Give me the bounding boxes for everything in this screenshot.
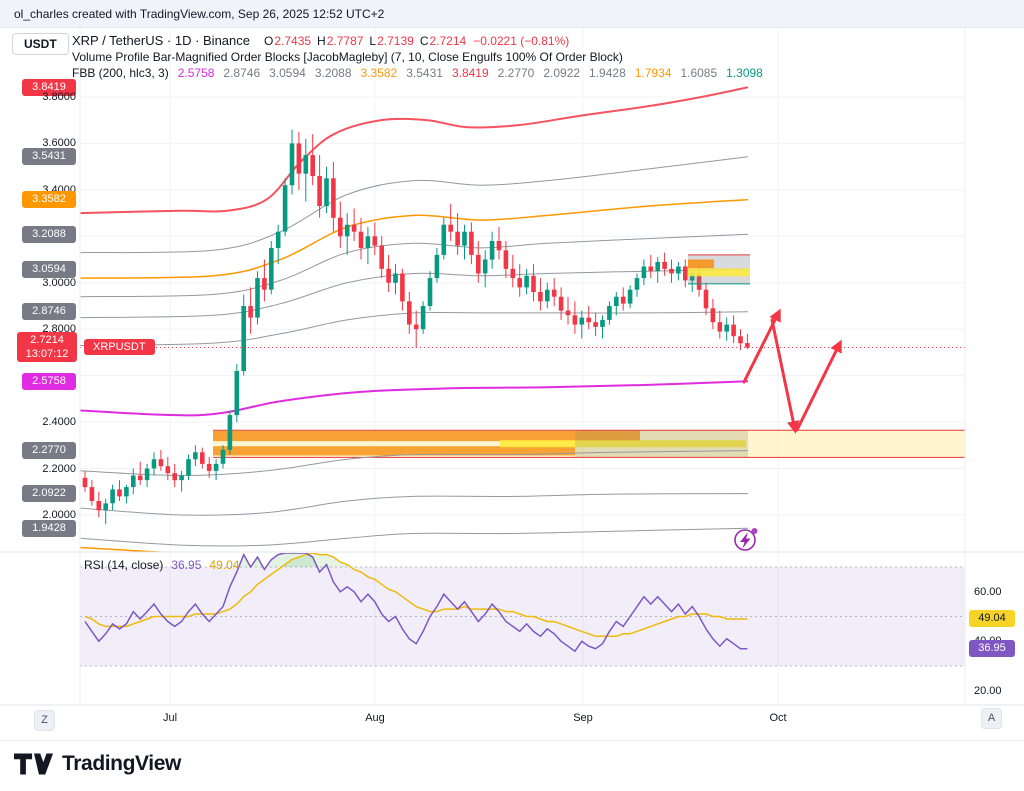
tradingview-logo-icon	[14, 753, 54, 775]
rsi-axis-label: 60.00	[974, 585, 1002, 598]
price-axis-label: 2.2000	[42, 462, 76, 475]
indicator-legend-volume-profile[interactable]: Volume Profile Bar-Magnified Order Block…	[72, 49, 772, 65]
fbb-value: 2.0922	[543, 66, 581, 80]
fbb-value: 1.9428	[589, 66, 626, 80]
price-axis-badge: 2.5758	[22, 372, 76, 390]
fbb-value: 1.3098	[726, 66, 763, 80]
fbb-value: 1.6085	[680, 66, 718, 80]
price-axis-label: 3.8000	[42, 91, 76, 103]
price-axis-label: 3.0000	[42, 276, 76, 289]
fbb-3.3582	[80, 198, 749, 279]
time-axis-label-oct: Oct	[769, 712, 787, 724]
price-axis-badge: 3.5431	[22, 148, 76, 166]
close-value: 2.7214	[429, 34, 467, 48]
price-axis-badge: 3.0594	[22, 260, 76, 278]
price-line-symbol-tag: XRPUSDT	[84, 339, 155, 355]
rsi-axis-badge: 49.04	[969, 610, 1015, 628]
price-axis-badge: 2.2770	[22, 442, 76, 460]
rsi-main-value: 36.95	[171, 558, 202, 572]
low-value: 2.7139	[377, 34, 414, 48]
close-label: C	[419, 34, 429, 48]
fbb-2.5758	[80, 380, 749, 417]
price-axis-badge: 1.9428	[22, 519, 76, 537]
fbb-3.5431	[80, 156, 749, 254]
price-axis-badge: 3.3582	[22, 191, 76, 209]
price-axis-badge: 3.2088	[22, 225, 76, 243]
flash-action-icon[interactable]	[734, 528, 758, 551]
price-axis-label: 2.4000	[42, 416, 76, 429]
fbb-value: 1.7934	[634, 66, 672, 80]
rsi-axis-badge: 36.95	[969, 640, 1015, 658]
corner-hint-a[interactable]: A	[981, 708, 1002, 729]
currency-toggle-button[interactable]: USDT	[12, 33, 69, 55]
fbb-value: 3.8419	[451, 66, 489, 80]
price-axis-badge: 2.8746	[22, 303, 76, 321]
current-price-value: 2.7214	[30, 334, 64, 346]
fbb-3.0594	[80, 268, 749, 319]
fbb-upper-3.8419	[80, 86, 749, 215]
order-block-bar	[213, 446, 575, 456]
time-axis-label-sep: Sep	[573, 712, 593, 724]
rsi-ma-line	[84, 553, 748, 638]
brand-name: TradingView	[62, 752, 181, 775]
fbb-3.2088	[80, 233, 749, 298]
attribution-text: ol_charles created with TradingView.com,…	[14, 7, 385, 21]
symbol-legend-row[interactable]: XRP / TetherUS · 1D · Binance O2.7435 H2.7…	[72, 33, 772, 49]
indicator-legend-fbb[interactable]: FBB (200, hlc3, 3) 2.5758 2.8746 3.0594 3.20…	[72, 65, 772, 81]
tradingview-brand[interactable]: TradingView	[14, 752, 181, 776]
fbb-value: 3.3582	[360, 66, 398, 80]
footer: TradingView	[0, 740, 1024, 791]
fbb-value: 3.2088	[314, 66, 352, 80]
fbb-value: 2.2770	[497, 66, 535, 80]
bar-countdown: 13:07:12	[25, 348, 69, 360]
change-value: −0.0221 (−0.81%)	[473, 34, 570, 48]
rsi-band-zone	[80, 567, 965, 666]
fbb-value: 2.5758	[177, 66, 215, 80]
corner-hint-z[interactable]: Z	[34, 710, 55, 731]
fbb-2.8746	[80, 311, 749, 346]
time-axis-label-aug: Aug	[365, 712, 385, 724]
order-block-bar	[575, 430, 748, 458]
fbb-value: 2.8746	[223, 66, 261, 80]
low-label: L	[369, 34, 377, 48]
price-axis-badge: 3.8419	[22, 78, 76, 96]
fbb-2.0922	[80, 493, 749, 516]
high-value: 2.7787	[326, 34, 364, 48]
fbb-value: 3.0594	[269, 66, 306, 80]
time-axis-label-jul: Jul	[162, 712, 178, 724]
price-axis-label: 3.6000	[42, 137, 76, 150]
chart-legend: XRP / TetherUS · 1D · Binance O2.7435 H2.7…	[72, 33, 772, 81]
open-label: O	[264, 34, 274, 48]
price-axis-badge: 2.0922	[22, 485, 76, 503]
rsi-main-line	[84, 553, 748, 653]
fbb-indicator-title: FBB (200, hlc3, 3)	[72, 66, 169, 80]
order-block-bar	[213, 430, 640, 442]
order-block-bar	[500, 440, 746, 448]
rsi-legend[interactable]: RSI (14, close) 36.95 49.04	[84, 558, 239, 572]
rsi-ma-value: 49.04	[209, 558, 240, 572]
rsi-axis-label: 20.00	[974, 684, 1002, 697]
fbb-value: 3.5431	[406, 66, 443, 80]
attribution-bar: ol_charles created with TradingView.com,…	[0, 0, 1024, 28]
fbb-1.9428	[80, 527, 749, 547]
open-value: 2.7435	[274, 34, 312, 48]
trend-arrows[interactable]	[742, 308, 842, 434]
symbol-title: XRP / TetherUS · 1D · Binance	[72, 33, 250, 48]
high-label: H	[317, 34, 326, 48]
rsi-title: RSI (14, close)	[84, 558, 164, 572]
fbb-values: 2.5758 2.8746 3.0594 3.2088 3.3582 3.5431 3.84…	[178, 66, 772, 80]
current-price-badge: 2.7214 13:07:12	[17, 332, 77, 362]
volume-profile-indicator-title: Volume Profile Bar-Magnified Order Block…	[72, 50, 623, 64]
price-axis-label: 2.0000	[42, 509, 76, 521]
